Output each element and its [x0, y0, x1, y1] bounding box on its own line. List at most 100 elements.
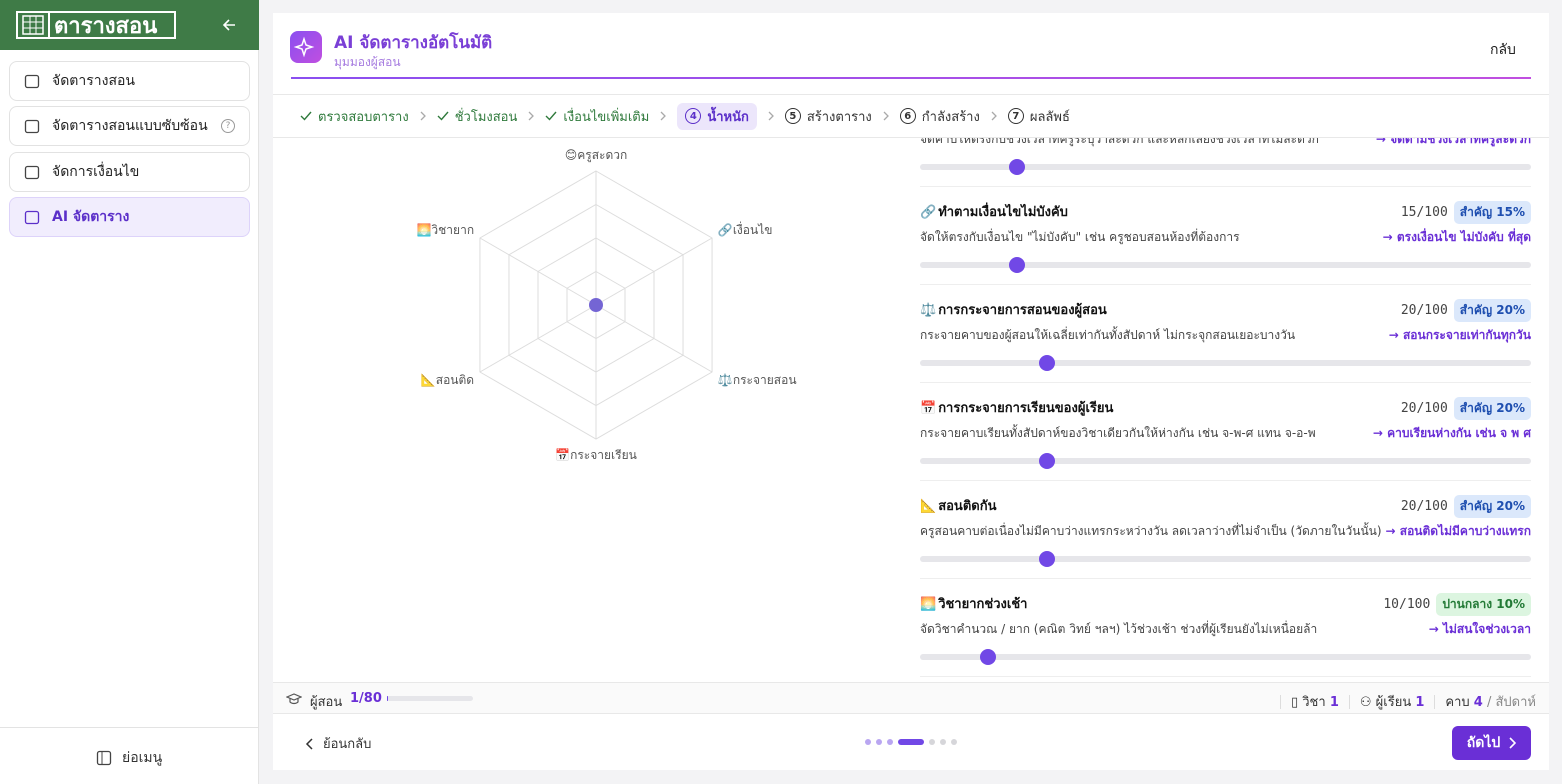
- menu-icon: [24, 74, 40, 89]
- menu-label: จัดการเงื่อนไข: [52, 164, 140, 180]
- collapse-menu[interactable]: ย่อเมนู: [96, 747, 162, 769]
- weight-description: กระจายคาบของผู้สอนให้เฉลี่ยเท่ากันทั้งสั…: [920, 328, 1296, 342]
- menu-icon: [24, 210, 40, 225]
- step[interactable]: 4 น้ำหนัก: [677, 102, 757, 130]
- menu-label: AI จัดตาราง: [52, 209, 130, 225]
- icon-shape: [24, 165, 40, 180]
- back-link[interactable]: กลับ: [1490, 42, 1516, 58]
- slider-thumb[interactable]: [1039, 551, 1055, 567]
- menu-item[interactable]: จัดตารางสอน: [9, 61, 250, 101]
- back-button[interactable]: ย้อนกลับ: [305, 733, 371, 754]
- step-number: 6: [899, 108, 916, 124]
- step[interactable]: ตรวจสอบตาราง: [300, 106, 409, 127]
- step[interactable]: เงื่อนไขเพิ่มเติม: [545, 106, 649, 127]
- weight-title: 📐 สอนติดกัน: [920, 495, 996, 516]
- main-panel: AI จัดตารางอัตโนมัติ มุมมองผู้สอน กลับ ต…: [273, 13, 1549, 770]
- step[interactable]: 7 ผลลัพธ์: [1007, 106, 1070, 127]
- weight-item: ⚖️ การกระจายการสอนของผู้สอน 20/100 สำคัญ 20…: [920, 285, 1531, 383]
- sidebar-header: ตารางสอน: [0, 0, 259, 50]
- subjects-label: วิชา: [1302, 695, 1326, 710]
- step[interactable]: 6 กำลังสร้าง: [899, 106, 980, 127]
- check: [300, 111, 312, 121]
- weight-body: จัดให้ตรงกับเงื่อนไข "ไม่บังคับ" เช่น คร…: [920, 224, 1531, 247]
- weight-description: กระจายคาบเรียนทั้งสัปดาห์ของวิชาเดียวกัน…: [920, 426, 1316, 440]
- weight-item: 📅 การกระจายการเรียนของผู้เรียน 20/100 สำคัญ…: [920, 383, 1531, 481]
- radar-label: 🔗เงื่อนไข: [718, 221, 773, 237]
- weight-header: 🔗 ทำตามเงื่อนไขไม่บังคับ 15/100 สำคัญ 15%: [920, 201, 1531, 224]
- step-label: สร้างตาราง: [806, 109, 872, 125]
- step-number: 5: [784, 108, 801, 124]
- menu-icon: [24, 165, 40, 180]
- chevron: [420, 111, 426, 121]
- weight-item: จัดคาบให้ตรงกับช่วงเวลาที่ครูระบุว่าสะดว…: [920, 138, 1531, 187]
- radar-spoke: [479, 304, 597, 373]
- weight-header: 📅 การกระจายการเรียนของผู้เรียน 20/100 สำคัญ…: [920, 397, 1531, 420]
- students-count: 1: [1415, 695, 1425, 710]
- sidebar: ตารางสอน ย่อเมนู จัดตารางสอนจัดตารางสอนแ…: [0, 0, 259, 784]
- step-dot: [865, 739, 871, 745]
- menu-item[interactable]: จัดการเงื่อนไข: [9, 152, 250, 192]
- logo: ตารางสอน: [16, 11, 176, 39]
- slider-thumb[interactable]: [1039, 355, 1055, 371]
- step-dot: [876, 739, 882, 745]
- subjects-count: 1: [1329, 695, 1339, 710]
- radar-label: 🌅วิชายาก: [416, 223, 474, 237]
- radar-label: 📐สอนติด: [421, 373, 474, 387]
- step-dot: [887, 739, 893, 745]
- back-label: ย้อนกลับ: [323, 737, 372, 752]
- step-number: 7: [1007, 108, 1024, 124]
- weight-icon: 🔗: [920, 205, 937, 220]
- menu-label: จัดตารางสอนแบบซับซ้อน: [52, 118, 208, 134]
- weight-title: ⚖️ การกระจายการสอนของผู้สอน: [920, 299, 1107, 320]
- next-button[interactable]: ถัดไป: [1452, 726, 1531, 760]
- slider-thumb[interactable]: [979, 649, 996, 665]
- weight-item: 🔗 ทำตามเงื่อนไขไม่บังคับ 15/100 สำคัญ 15% จั…: [920, 187, 1531, 285]
- step-chevron: [991, 111, 997, 121]
- check: [545, 111, 557, 121]
- weight-name: ทำตามเงื่อนไขไม่บังคับ: [938, 205, 1068, 220]
- radar-label: 😊ครูสะดวก: [565, 148, 628, 163]
- chevron: [991, 111, 997, 121]
- periods: คาบ 4 / สัปดาห์: [1445, 691, 1536, 712]
- check-icon: [300, 111, 312, 121]
- weight-badge: สำคัญ 20%: [1453, 495, 1531, 518]
- weight-description: จัดวิชาคำนวณ / ยาก (คณิต วิทย์ ฯลฯ) ไว้ช…: [920, 622, 1318, 636]
- step-dots: [865, 739, 957, 745]
- icon-shape: [24, 119, 40, 134]
- slider-thumb[interactable]: [1009, 257, 1026, 273]
- check: [437, 111, 449, 121]
- status-count: 1/80: [350, 691, 382, 706]
- slider-thumb[interactable]: [1039, 453, 1055, 469]
- step-label: ชั่วโมงสอน: [454, 109, 518, 125]
- weight-badge: สำคัญ 20%: [1453, 299, 1531, 322]
- step[interactable]: 5 สร้างตาราง: [784, 106, 872, 127]
- menu-item[interactable]: จัดตารางสอนแบบซับซ้อน?: [9, 106, 250, 146]
- students-label: ผู้เรียน: [1375, 695, 1412, 710]
- weight-effect: → สอนติดไม่มีคาบว่างแทรก: [1385, 524, 1531, 538]
- check-icon: [545, 111, 557, 121]
- radar-spoke: [595, 304, 713, 373]
- weight-name: การกระจายการเรียนของผู้เรียน: [938, 401, 1114, 416]
- subjects: ▯ วิชา 1: [1290, 695, 1339, 710]
- slider-thumb[interactable]: [1009, 159, 1026, 175]
- menu-item[interactable]: AI จัดตาราง: [9, 197, 250, 237]
- weight-body: กระจายคาบของผู้สอนให้เฉลี่ยเท่ากันทั้งสั…: [920, 322, 1531, 345]
- ai-icon: [290, 31, 322, 63]
- status-bar: ผู้สอน 1/80 ▯ วิชา 1 ⚇ ผู้เรียน 1 คาบ 4 …: [273, 682, 1549, 714]
- step-label: ตรวจสอบตาราง: [318, 109, 409, 125]
- slider-track: [920, 551, 1531, 567]
- radar-spoke: [479, 237, 597, 306]
- weight-effect: → ตรงเงื่อนไข ไม่บังคับ ที่สุด: [1382, 230, 1531, 244]
- radar-center: [589, 298, 603, 312]
- collapse-arrow[interactable]: [222, 17, 238, 33]
- check-icon: [437, 111, 449, 121]
- step[interactable]: ชั่วโมงสอน: [437, 106, 518, 127]
- step-chevron: [528, 111, 535, 121]
- help-icon: ?: [221, 119, 235, 133]
- step-label: กำลังสร้าง: [921, 109, 980, 125]
- weight-badge: สำคัญ 20%: [1453, 397, 1531, 420]
- weight-title: 🔗 ทำตามเงื่อนไขไม่บังคับ: [920, 201, 1068, 222]
- step-label: น้ำหนัก: [707, 109, 749, 125]
- icon-shape: [24, 210, 40, 225]
- weight-name: วิชายากช่วงเช้า: [938, 597, 1028, 612]
